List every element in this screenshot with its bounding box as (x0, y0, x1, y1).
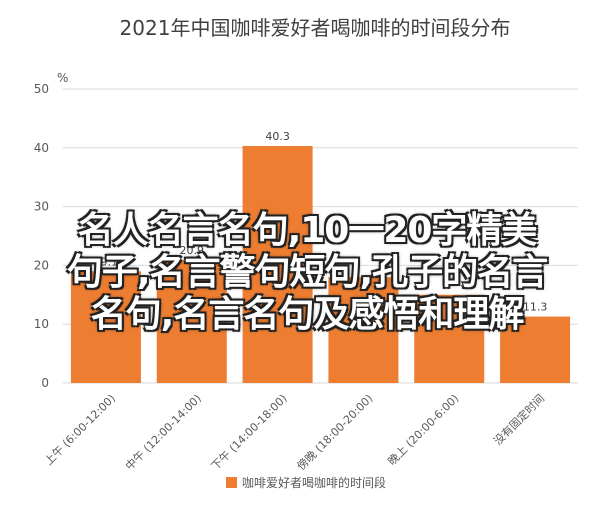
x-tick-label-3: 傍晚 (18:00-20:00) (294, 391, 376, 473)
overlay-line-2: 句子,名言警句短句,孔子的名言 (66, 252, 548, 293)
data-label-0: 19.1 (94, 255, 119, 268)
y-tick-label: 30 (34, 200, 49, 214)
bar-3 (328, 277, 399, 383)
watermark-overlay-text: 名人名言名句,10一20字精美 句子,名言警句短句,孔子的名言 名句,名言名句及… (14, 210, 600, 336)
y-tick-label: 10 (34, 317, 49, 331)
bar-1 (156, 260, 227, 383)
y-tick-label: 0 (41, 376, 49, 390)
bar-0 (70, 271, 141, 383)
bar-4 (414, 294, 485, 383)
x-tick-label-4: 晚上 (20:00-6:00) (385, 392, 461, 468)
legend-swatch (226, 477, 237, 488)
overlay-line-1: 名人名言名句,10一20字精美 (77, 210, 538, 251)
x-tick-label-2: 下午 (14:00-18:00) (209, 392, 290, 473)
chart-title: 2021年中国咖啡爱好者喝咖啡的时间段分布 (120, 16, 511, 40)
x-tick-label-5: 没有固定时间 (491, 391, 548, 448)
bar-5 (500, 316, 571, 383)
x-tick-label-0: 上午 (6:00-12:00) (42, 392, 118, 468)
data-label-2: 40.3 (265, 130, 290, 143)
y-axis-unit: % (57, 71, 68, 85)
data-label-5: 11.3 (523, 301, 548, 314)
data-label-1: 20.9 (180, 244, 205, 257)
y-tick-label: 40 (34, 141, 49, 155)
y-tick-label: 20 (34, 258, 49, 272)
x-tick-label-1: 中午 (12:00-14:00) (123, 392, 204, 473)
bar-2 (242, 146, 313, 383)
legend-label: 咖啡爱好者喝咖啡的时间段 (242, 475, 386, 490)
overlay-line-3: 名句,名言名句及感悟和理解 (90, 294, 525, 335)
y-tick-label: 50 (34, 82, 49, 96)
